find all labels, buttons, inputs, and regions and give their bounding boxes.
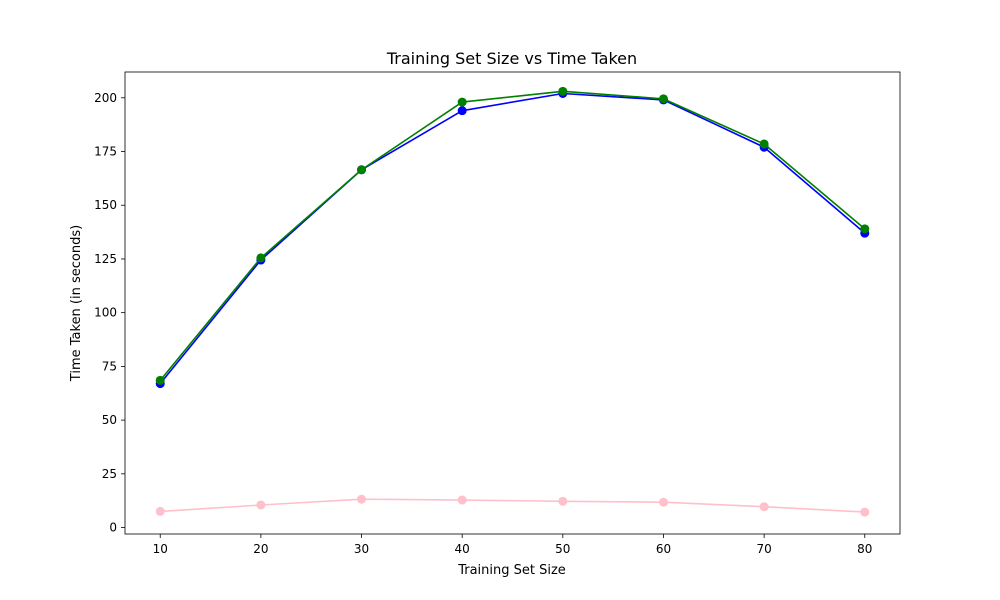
y-tick-label: 50 (102, 413, 117, 427)
x-tick-label: 80 (857, 542, 872, 556)
x-tick-label: 20 (253, 542, 268, 556)
series-2-point (457, 97, 467, 107)
series-2-point (155, 375, 165, 385)
y-tick-label: 200 (94, 91, 117, 105)
series-3-point (256, 500, 266, 510)
x-tick-label: 70 (756, 542, 771, 556)
series-2-point (357, 165, 367, 175)
series-3-point (558, 496, 568, 506)
x-tick-label: 50 (555, 542, 570, 556)
plot-area: 10 20 30 40 50 60 70 80 0 25 50 75 100 125 150 175 200 (94, 71, 901, 556)
y-tick-label: 25 (102, 467, 117, 481)
y-axis-label: Time Taken (in seconds) (69, 225, 84, 382)
series-3-point (155, 506, 165, 516)
series-line-1 (159, 92, 866, 385)
y-tick-label: 150 (94, 198, 117, 212)
y-tick-label: 0 (109, 521, 117, 535)
series-line-2 (159, 90, 866, 381)
y-tick-label: 175 (94, 145, 117, 159)
x-tick-label: 10 (153, 542, 168, 556)
x-axis-label: Training Set Size (457, 563, 566, 578)
series-2-point (759, 139, 769, 149)
series-2-point (860, 224, 870, 234)
chart-title: Training Set Size vs Time Taken (386, 49, 637, 68)
series-3-point (860, 507, 870, 517)
y-tick-label: 100 (94, 306, 117, 320)
series-line-3 (160, 498, 865, 513)
series-2-point (558, 86, 568, 96)
x-tick-label: 40 (455, 542, 470, 556)
x-tick-label: 60 (656, 542, 671, 556)
series-3-point (457, 495, 467, 505)
y-tick-label: 75 (102, 359, 117, 373)
series-3-point (357, 494, 367, 504)
plot-frame (124, 71, 901, 535)
series-3-point (759, 502, 769, 512)
series-1-point (457, 106, 467, 116)
series-3-point (658, 497, 668, 507)
series-2-point (256, 253, 266, 263)
series-2-point (658, 94, 668, 104)
y-tick-label: 125 (94, 252, 117, 266)
x-tick-label: 30 (354, 542, 369, 556)
